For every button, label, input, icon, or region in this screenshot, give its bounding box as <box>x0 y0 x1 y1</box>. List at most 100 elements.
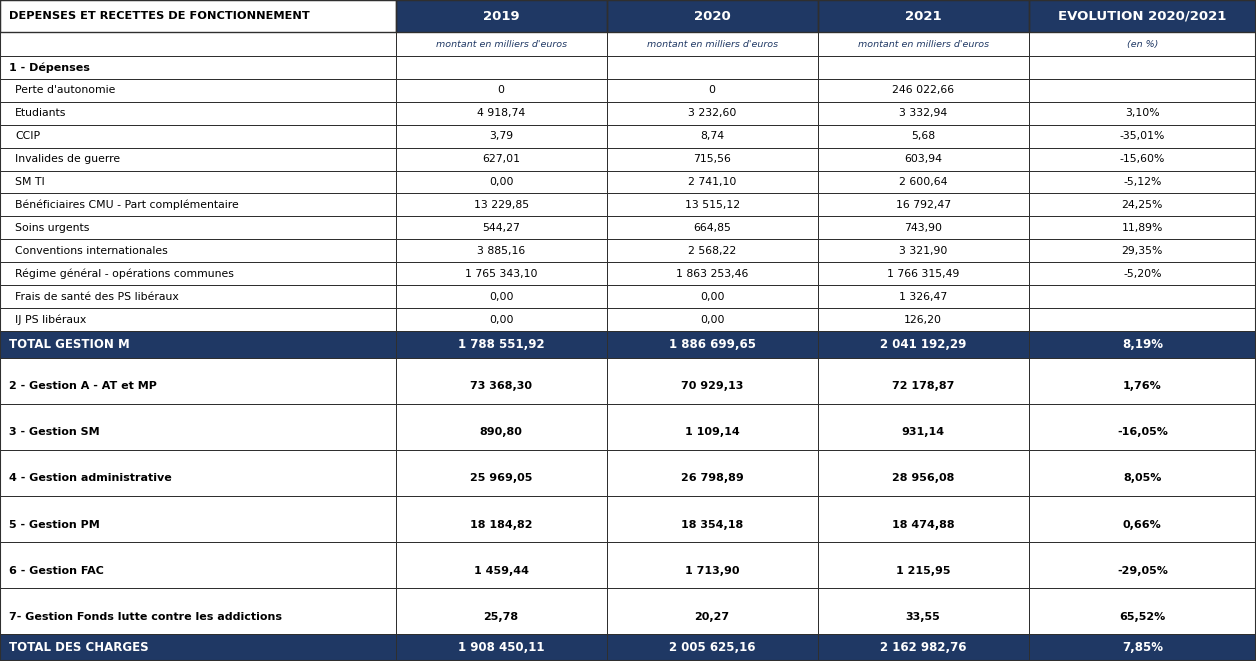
Bar <box>396 194 607 216</box>
Bar <box>396 358 607 404</box>
Bar <box>818 0 1029 32</box>
Text: 8,74: 8,74 <box>700 131 725 141</box>
Bar <box>0 102 396 125</box>
Text: 3 232,60: 3 232,60 <box>688 108 736 118</box>
Bar <box>396 262 607 285</box>
Bar <box>1029 239 1256 262</box>
Bar <box>1029 450 1256 496</box>
Bar <box>396 194 607 216</box>
Bar <box>0 239 396 262</box>
Text: 2 041 192,29: 2 041 192,29 <box>880 338 966 351</box>
Bar <box>0 588 396 635</box>
Bar <box>607 171 818 194</box>
Bar <box>607 496 818 542</box>
Bar <box>0 56 396 79</box>
Bar <box>0 79 396 102</box>
Bar <box>0 542 396 588</box>
Bar <box>1029 285 1256 308</box>
Text: CCIP: CCIP <box>15 131 40 141</box>
Bar <box>0 358 396 404</box>
Bar <box>0 147 396 171</box>
Bar <box>1029 125 1256 147</box>
Bar <box>818 358 1029 404</box>
Text: 18 474,88: 18 474,88 <box>892 520 955 529</box>
Text: 72 178,87: 72 178,87 <box>892 381 955 391</box>
Bar <box>607 125 818 147</box>
Bar <box>1029 331 1256 358</box>
Text: 25,78: 25,78 <box>484 612 519 622</box>
Text: 65,52%: 65,52% <box>1119 612 1166 622</box>
Bar <box>0 32 396 56</box>
Text: 664,85: 664,85 <box>693 223 731 233</box>
Text: 2 - Gestion A - AT et MP: 2 - Gestion A - AT et MP <box>9 381 157 391</box>
Bar <box>0 125 396 147</box>
Bar <box>396 308 607 331</box>
Bar <box>396 450 607 496</box>
Bar <box>1029 147 1256 171</box>
Bar <box>396 171 607 194</box>
Bar <box>396 588 607 635</box>
Bar <box>0 496 396 542</box>
Text: 931,14: 931,14 <box>902 428 945 438</box>
Bar <box>818 147 1029 171</box>
Bar <box>1029 216 1256 239</box>
Bar <box>0 331 396 358</box>
Bar <box>607 0 818 32</box>
Bar <box>396 542 607 588</box>
Bar <box>1029 0 1256 32</box>
Bar <box>1029 102 1256 125</box>
Bar <box>607 331 818 358</box>
Bar <box>396 239 607 262</box>
Bar <box>396 32 607 56</box>
Text: 1 459,44: 1 459,44 <box>474 566 529 576</box>
Bar <box>1029 496 1256 542</box>
Bar <box>607 404 818 450</box>
Text: -15,60%: -15,60% <box>1119 154 1166 164</box>
Text: 8,05%: 8,05% <box>1123 473 1162 483</box>
Bar <box>1029 308 1256 331</box>
Text: montant en milliers d'euros: montant en milliers d'euros <box>858 40 988 48</box>
Bar <box>396 125 607 147</box>
Text: 126,20: 126,20 <box>904 315 942 325</box>
Bar <box>818 450 1029 496</box>
Bar <box>0 56 396 79</box>
Bar <box>607 239 818 262</box>
Bar <box>0 496 396 542</box>
Text: 1 326,47: 1 326,47 <box>899 292 947 301</box>
Text: 18 184,82: 18 184,82 <box>470 520 533 529</box>
Bar <box>607 79 818 102</box>
Bar <box>1029 147 1256 171</box>
Bar <box>1029 194 1256 216</box>
Bar <box>0 216 396 239</box>
Bar <box>818 79 1029 102</box>
Bar <box>1029 194 1256 216</box>
Bar <box>818 216 1029 239</box>
Text: Régime général - opérations communes: Régime général - opérations communes <box>15 268 234 279</box>
Text: Perte d'autonomie: Perte d'autonomie <box>15 85 116 95</box>
Text: 2 568,22: 2 568,22 <box>688 246 736 256</box>
Bar <box>818 171 1029 194</box>
Bar <box>818 285 1029 308</box>
Bar <box>607 102 818 125</box>
Bar <box>396 331 607 358</box>
Bar <box>607 32 818 56</box>
Bar <box>607 588 818 635</box>
Bar <box>0 308 396 331</box>
Bar <box>1029 262 1256 285</box>
Bar <box>607 147 818 171</box>
Bar <box>607 56 818 79</box>
Bar <box>0 239 396 262</box>
Text: 3 321,90: 3 321,90 <box>899 246 947 256</box>
Text: 24,25%: 24,25% <box>1122 200 1163 210</box>
Bar <box>818 194 1029 216</box>
Bar <box>396 56 607 79</box>
Bar <box>396 56 607 79</box>
Text: 0,00: 0,00 <box>700 315 725 325</box>
Bar <box>396 450 607 496</box>
Text: 3 - Gestion SM: 3 - Gestion SM <box>9 428 99 438</box>
Bar <box>607 542 818 588</box>
Bar <box>0 450 396 496</box>
Text: EVOLUTION 2020/2021: EVOLUTION 2020/2021 <box>1058 9 1227 22</box>
Bar <box>0 171 396 194</box>
Text: 2021: 2021 <box>904 9 942 22</box>
